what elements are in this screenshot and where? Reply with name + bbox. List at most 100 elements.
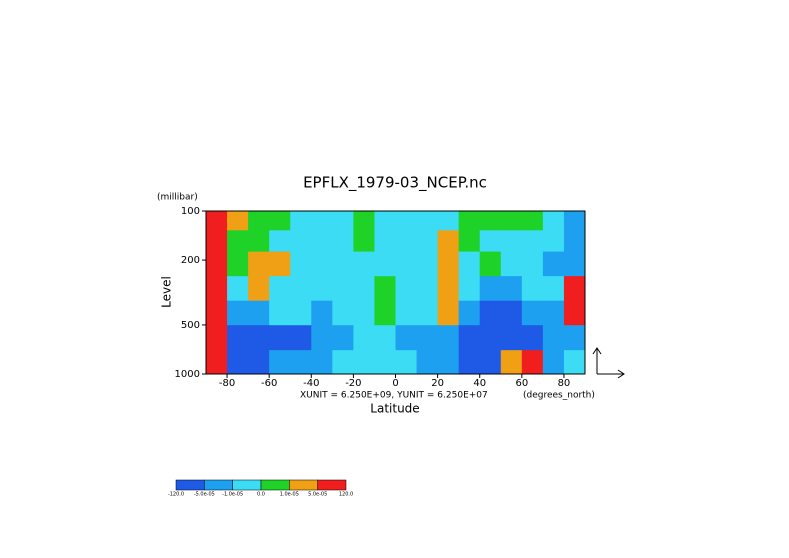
colorbar-swatch (232, 479, 262, 491)
contour-cell (479, 230, 502, 253)
contour-cell (269, 251, 291, 277)
contour-cell (290, 251, 312, 277)
x-tick-label: -60 (261, 378, 277, 389)
x-tick-label: -40 (303, 378, 319, 389)
contour-cell (311, 230, 333, 253)
x-label: Latitude (370, 402, 419, 416)
contour-cell (500, 276, 523, 302)
colorbar-label: 1.0e-05 (280, 492, 299, 498)
contour-cell (500, 230, 523, 253)
contour-cell (395, 350, 418, 375)
contour-cell (479, 251, 502, 277)
x-units: (degrees_north) (523, 391, 595, 401)
contour-cell (395, 300, 418, 326)
contour-cell (374, 211, 396, 231)
chart-title: EPFLX_1979-03_NCEP.nc (303, 174, 487, 193)
y-tick-label: 1000 (175, 369, 200, 380)
contour-cell (500, 350, 523, 375)
contour-cell (563, 325, 586, 351)
contour-cell (353, 230, 375, 253)
colorbar-swatch (260, 479, 290, 491)
contour-cell (290, 350, 312, 375)
contour-cell (374, 276, 396, 302)
contour-cell (206, 325, 228, 351)
contour-cell (437, 251, 460, 277)
contour-cell (479, 300, 502, 326)
contour-cell (353, 350, 375, 375)
contour-cell (248, 300, 270, 326)
contour-cell (479, 211, 502, 231)
vector-scale: XUNIT = 6.250E+09, YUNIT = 6.250E+07 (300, 391, 488, 401)
contour-cell (269, 325, 291, 351)
x-tick-label: 40 (473, 378, 486, 389)
colorbar-label: -1.0e-05 (222, 492, 243, 498)
contour-cell (353, 300, 375, 326)
y-tick-label: 200 (181, 255, 200, 266)
vector-key (592, 347, 625, 379)
contour-cell (206, 251, 228, 277)
colorbar-label: -120.0 (168, 492, 184, 498)
contour-cell (479, 276, 502, 302)
contour-cell (269, 211, 291, 231)
contour-cell (374, 251, 396, 277)
contour-cell (353, 251, 375, 277)
contour-cell (416, 276, 439, 302)
contour-cell (227, 276, 249, 302)
contour-cell (311, 251, 333, 277)
contour-cell (416, 211, 439, 231)
contour-cell (500, 251, 523, 277)
contour-cell (206, 276, 228, 302)
contour-cell (437, 300, 460, 326)
contour-cell (416, 325, 439, 351)
contour-cell (416, 230, 439, 253)
contour-cell (206, 300, 228, 326)
contour-cell (290, 276, 312, 302)
contour-cell (542, 300, 565, 326)
contour-cell (437, 325, 460, 351)
contour-cell (269, 300, 291, 326)
contour-cell (248, 211, 270, 231)
y-units: (millibar) (157, 193, 198, 203)
contour-cell (458, 325, 481, 351)
contour-cell (563, 251, 586, 277)
contour-cell (374, 230, 396, 253)
contour-cell (248, 230, 270, 253)
colorbar-label: -5.0e-05 (194, 492, 215, 498)
contour-cell (395, 276, 418, 302)
contour-cell (416, 350, 439, 375)
contour-cell (269, 350, 291, 375)
x-tick-label: 0 (392, 378, 398, 389)
contour-cell (227, 325, 249, 351)
contour-cell (227, 300, 249, 326)
contour-cell (290, 211, 312, 231)
contour-cell (290, 300, 312, 326)
contour-cell (521, 276, 544, 302)
contour-cell (500, 211, 523, 231)
contour-cell (206, 350, 228, 375)
contour-cell (206, 211, 228, 231)
y-label: Level (160, 276, 174, 308)
x-tick-label: 60 (515, 378, 528, 389)
contour-cell (374, 325, 396, 351)
contour-cell (458, 211, 481, 231)
contour-cell (311, 350, 333, 375)
contour-cell (458, 251, 481, 277)
y-tick-label: 500 (181, 320, 200, 331)
contour-cell (353, 211, 375, 231)
contour-cell (542, 276, 565, 302)
contour-cell (332, 276, 354, 302)
contour-cell (563, 350, 586, 375)
contour-cell (479, 325, 502, 351)
colorbar-label: 120.0 (339, 492, 353, 498)
contour-cell (248, 276, 270, 302)
contour-cell (542, 230, 565, 253)
contour-cell (332, 251, 354, 277)
contour-cell (290, 230, 312, 253)
contour-cell (521, 251, 544, 277)
contour-cell (521, 230, 544, 253)
contour-cell (353, 276, 375, 302)
colorbar-swatch (289, 479, 318, 491)
contour-cell (269, 230, 291, 253)
x-tick-label: 80 (558, 378, 571, 389)
contour-cell (437, 211, 460, 231)
